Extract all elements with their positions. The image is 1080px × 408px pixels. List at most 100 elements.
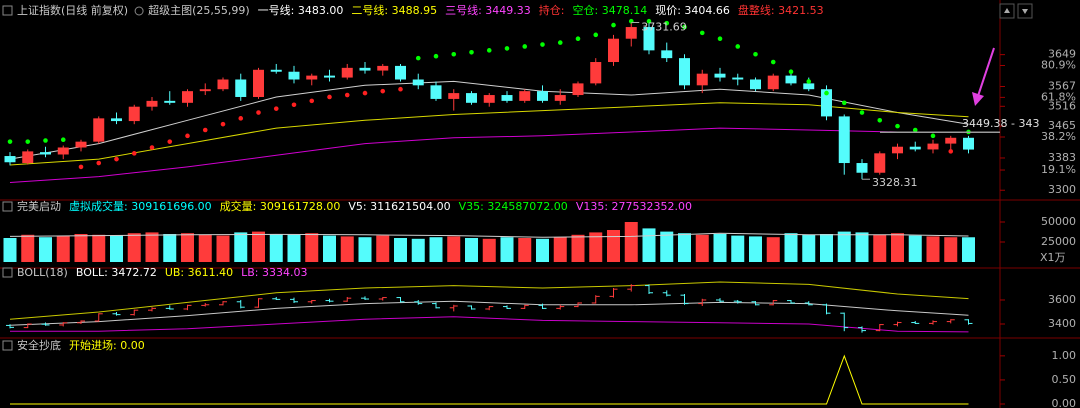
sar-dot [43, 138, 48, 143]
sar-dot [149, 145, 155, 150]
candle-body [874, 153, 886, 173]
sar-dot [682, 24, 687, 30]
candle-body [164, 100, 176, 103]
candle-body [519, 91, 531, 101]
volume-bar [163, 234, 177, 262]
header-text: 完美启动 [17, 199, 61, 213]
sar-dot [309, 98, 315, 104]
volume-bar [198, 234, 212, 262]
volume-bar [873, 234, 887, 262]
sar-dot [948, 149, 954, 154]
candle-body [75, 141, 87, 148]
y-tick-label: 19.1% [1041, 163, 1076, 176]
arrow-shaft [977, 47, 995, 97]
y-tick-label: 61.8% [1041, 90, 1076, 103]
candle-body [714, 73, 726, 78]
volume-bar [624, 222, 638, 262]
nav-button[interactable] [999, 3, 1015, 19]
sar-dot [167, 139, 173, 144]
volume-bar [110, 235, 123, 262]
indicator-line [10, 316, 969, 333]
price-annotation: 3449.38 - 343 [962, 117, 1039, 130]
y-tick-label: 80.9% [1041, 59, 1076, 72]
header-text: V5: 311621504.00 [348, 200, 450, 213]
annotation-label: 3731.69 [641, 21, 687, 34]
volume-bar [855, 232, 869, 262]
candle-body [590, 62, 602, 84]
candle-body [785, 75, 797, 84]
volume-bar [411, 238, 425, 262]
sar-dot [202, 127, 208, 133]
candle-body [572, 83, 584, 96]
volume-bar [642, 228, 656, 262]
y-tick-label: 3400 [1048, 317, 1076, 330]
panel-icon [2, 340, 13, 351]
volume-bar [447, 236, 461, 262]
y-tick-label: 0.50 [1052, 373, 1077, 386]
volume-bar [145, 232, 159, 262]
volume-bar [713, 234, 727, 262]
candle-body [306, 75, 318, 80]
sar-dot [575, 36, 581, 42]
candle-body [856, 163, 868, 173]
candle-body [892, 146, 903, 154]
candle-body [182, 91, 193, 103]
candle-body [661, 50, 673, 59]
volume-bar [607, 230, 620, 262]
candle-body [217, 79, 229, 90]
sar-dot [291, 102, 297, 108]
volume-bar [837, 231, 851, 262]
volume-bar [660, 231, 674, 262]
volume-bar [731, 235, 745, 262]
candle-body [608, 38, 619, 63]
header-icon [134, 6, 144, 16]
volume-bar [74, 234, 88, 262]
sar-dot [859, 110, 865, 115]
sar-dot [611, 22, 616, 28]
candle-body [146, 100, 158, 107]
indicator-line [9, 232, 969, 238]
panel-icon [2, 267, 13, 278]
volume-bar [340, 236, 354, 262]
panel-icon [2, 201, 13, 212]
candle-body [643, 27, 655, 51]
header-text: 上证指数(日线 前复权) [17, 3, 128, 17]
sar-dot [877, 117, 883, 123]
y-tick-label: 3300 [1048, 183, 1076, 196]
candle-body [945, 137, 957, 144]
volume-bar [92, 234, 106, 262]
sar-dot [895, 123, 900, 129]
volume-bar [571, 234, 585, 262]
volume-bar [518, 238, 532, 262]
indicator-line [9, 127, 969, 183]
volume-bar [39, 237, 52, 262]
header-text: 三号线: 3449.33 [445, 3, 531, 17]
candle-body [927, 143, 939, 150]
sar-dot [540, 42, 545, 47]
sar-dot [841, 100, 847, 106]
candle-body [554, 95, 566, 101]
sar-dot [273, 106, 279, 111]
sar-dot [7, 139, 13, 144]
candle-body [359, 67, 371, 71]
sar-dot [256, 110, 261, 115]
candle-body [395, 65, 406, 80]
nav-arrow [1004, 8, 1010, 13]
candle-body [111, 118, 122, 122]
sar-dot [646, 18, 652, 24]
sar-dot [699, 30, 705, 36]
candle-body [341, 67, 353, 78]
volume-bar [695, 234, 709, 262]
sar-dot [486, 48, 492, 53]
sar-dot [327, 94, 332, 100]
sar-dot [185, 133, 190, 139]
header-text: V135: 277532352.00 [576, 200, 692, 213]
candle-body [466, 93, 477, 103]
header-text: BOLL: 3472.72 [76, 266, 157, 279]
volume-bar [962, 237, 975, 262]
nav-button[interactable] [1017, 3, 1033, 19]
sar-dot [806, 79, 812, 84]
header-text: 安全抄底 [17, 338, 61, 352]
volume-bar [216, 235, 230, 262]
volume-bar [802, 234, 816, 262]
